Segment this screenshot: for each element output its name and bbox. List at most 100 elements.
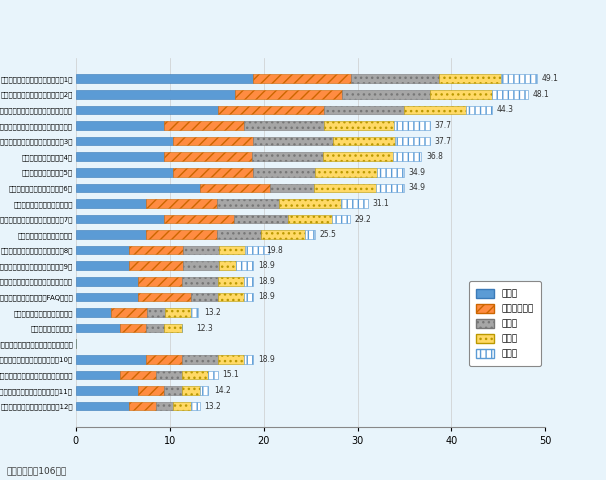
Bar <box>235 90 342 98</box>
Text: 37.7: 37.7 <box>435 136 451 145</box>
Bar <box>378 168 404 177</box>
Bar <box>129 402 156 410</box>
Bar <box>182 371 208 379</box>
Bar <box>219 262 236 270</box>
Bar <box>76 90 235 98</box>
Bar <box>164 152 252 161</box>
Bar <box>76 183 200 192</box>
Bar <box>76 308 112 317</box>
Text: 29.2: 29.2 <box>355 215 371 224</box>
Bar <box>305 230 315 239</box>
Bar <box>76 152 164 161</box>
Text: 44.3: 44.3 <box>496 106 513 114</box>
Bar <box>200 386 208 395</box>
Bar <box>173 168 253 177</box>
Bar <box>261 230 305 239</box>
Bar <box>120 371 156 379</box>
Bar <box>164 386 182 395</box>
Bar <box>146 355 182 364</box>
Bar <box>236 262 253 270</box>
Bar <box>76 293 138 301</box>
Bar <box>270 183 315 192</box>
Text: 25.5: 25.5 <box>320 230 337 239</box>
Bar <box>164 121 244 130</box>
Bar <box>120 324 146 333</box>
Bar <box>146 230 217 239</box>
Bar <box>173 137 253 145</box>
Bar <box>235 215 288 223</box>
Text: 13.2: 13.2 <box>204 402 221 410</box>
Bar <box>404 106 465 114</box>
Bar <box>146 199 217 208</box>
Bar <box>76 74 253 83</box>
Bar <box>200 183 270 192</box>
Bar <box>395 137 430 145</box>
Text: 13.2: 13.2 <box>204 308 221 317</box>
Bar <box>430 90 492 98</box>
Bar <box>76 106 218 114</box>
Bar <box>146 324 164 333</box>
Text: 12.3: 12.3 <box>196 324 213 333</box>
Bar <box>76 230 146 239</box>
Bar <box>76 371 120 379</box>
Bar <box>244 355 253 364</box>
Bar <box>138 277 182 286</box>
Bar <box>112 308 147 317</box>
Bar <box>147 308 165 317</box>
Legend: 製造業, 卸売・小売業, 建設業, 運輸業, その他: 製造業, 卸売・小売業, 建設業, 運輸業, その他 <box>469 281 541 366</box>
Bar <box>252 152 323 161</box>
Bar <box>76 199 146 208</box>
Bar <box>76 386 138 395</box>
Text: 36.8: 36.8 <box>426 152 443 161</box>
Bar <box>253 74 351 83</box>
Bar <box>129 246 183 254</box>
Text: 18.9: 18.9 <box>258 261 275 270</box>
Bar <box>218 293 244 301</box>
Bar <box>218 106 324 114</box>
Bar <box>164 324 182 333</box>
Text: 31.1: 31.1 <box>373 199 389 208</box>
Text: 49.1: 49.1 <box>542 74 559 83</box>
Bar <box>253 137 333 145</box>
Bar <box>217 199 279 208</box>
Bar <box>253 168 315 177</box>
Bar <box>315 183 376 192</box>
Bar <box>393 152 421 161</box>
Bar <box>465 106 492 114</box>
Bar <box>351 74 439 83</box>
Bar <box>191 308 198 317</box>
Bar <box>76 402 129 410</box>
Bar <box>76 277 138 286</box>
Bar <box>439 74 501 83</box>
Text: 14.2: 14.2 <box>214 386 230 395</box>
Text: 18.9: 18.9 <box>258 277 275 286</box>
Text: 34.9: 34.9 <box>408 168 425 177</box>
Bar <box>217 230 261 239</box>
Bar <box>156 371 182 379</box>
Bar <box>315 168 378 177</box>
Bar <box>156 402 173 410</box>
Bar <box>333 137 395 145</box>
Bar <box>219 246 245 254</box>
Text: 19.8: 19.8 <box>267 246 283 255</box>
Bar <box>332 215 350 223</box>
Bar <box>191 402 200 410</box>
Bar <box>76 324 120 333</box>
Bar <box>342 90 430 98</box>
Text: 34.9: 34.9 <box>408 183 425 192</box>
Text: 18.9: 18.9 <box>258 292 275 301</box>
Bar <box>76 137 173 145</box>
Bar <box>76 215 164 223</box>
Bar <box>501 74 537 83</box>
Bar <box>208 371 218 379</box>
Bar <box>244 293 253 301</box>
Bar <box>76 262 129 270</box>
Bar <box>492 90 528 98</box>
Bar <box>245 246 269 254</box>
Bar <box>173 402 191 410</box>
Bar <box>183 246 219 254</box>
Bar <box>165 308 191 317</box>
Bar <box>244 277 253 286</box>
Bar <box>76 355 146 364</box>
Bar <box>288 215 332 223</box>
